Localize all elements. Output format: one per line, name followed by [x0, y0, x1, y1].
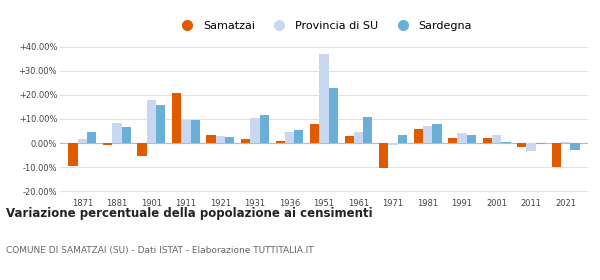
- Bar: [354, 132, 363, 143]
- Bar: [561, 142, 570, 143]
- Bar: [536, 143, 545, 144]
- Bar: [319, 54, 329, 143]
- Bar: [457, 134, 467, 143]
- Bar: [191, 120, 200, 143]
- Text: Variazione percentuale della popolazione ai censimenti: Variazione percentuale della popolazione…: [6, 207, 373, 220]
- Bar: [329, 88, 338, 143]
- Bar: [241, 139, 250, 143]
- Bar: [78, 139, 87, 143]
- Bar: [87, 132, 97, 143]
- Bar: [172, 92, 181, 143]
- Bar: [413, 129, 423, 143]
- Bar: [344, 136, 354, 143]
- Bar: [492, 135, 501, 143]
- Bar: [551, 143, 561, 167]
- Bar: [285, 132, 294, 143]
- Bar: [448, 138, 457, 143]
- Bar: [388, 143, 398, 146]
- Bar: [482, 138, 492, 143]
- Bar: [467, 135, 476, 143]
- Legend: Samatzai, Provincia di SU, Sardegna: Samatzai, Provincia di SU, Sardegna: [174, 19, 474, 33]
- Bar: [526, 143, 536, 151]
- Bar: [156, 104, 166, 143]
- Bar: [501, 142, 511, 143]
- Bar: [294, 130, 304, 143]
- Bar: [423, 126, 432, 143]
- Bar: [216, 136, 225, 143]
- Bar: [147, 100, 156, 143]
- Bar: [517, 143, 526, 147]
- Bar: [310, 124, 319, 143]
- Bar: [432, 124, 442, 143]
- Bar: [260, 115, 269, 143]
- Bar: [570, 143, 580, 150]
- Bar: [103, 143, 112, 146]
- Bar: [275, 141, 285, 143]
- Bar: [137, 143, 147, 156]
- Bar: [206, 135, 216, 143]
- Bar: [379, 143, 388, 168]
- Bar: [181, 120, 191, 143]
- Bar: [363, 116, 373, 143]
- Bar: [225, 137, 235, 143]
- Bar: [398, 135, 407, 143]
- Bar: [122, 127, 131, 143]
- Text: COMUNE DI SAMATZAI (SU) - Dati ISTAT - Elaborazione TUTTITALIA.IT: COMUNE DI SAMATZAI (SU) - Dati ISTAT - E…: [6, 246, 314, 255]
- Bar: [68, 143, 78, 166]
- Bar: [250, 118, 260, 143]
- Bar: [112, 123, 122, 143]
